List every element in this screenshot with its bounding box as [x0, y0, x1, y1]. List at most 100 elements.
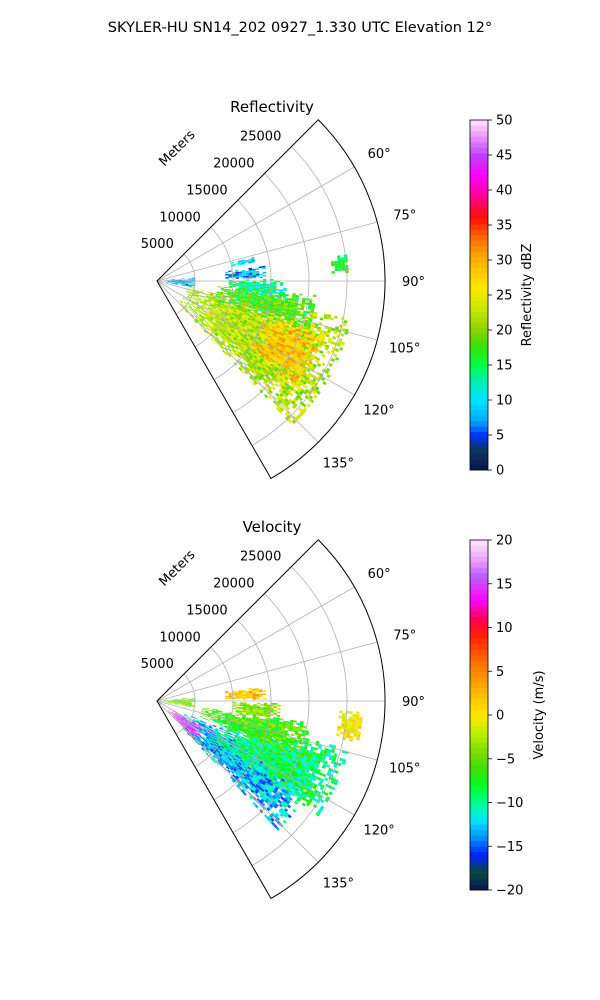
velocity-gate	[358, 725, 362, 729]
velocity-gate	[279, 767, 284, 772]
reflectivity-gate	[181, 282, 186, 283]
velocity-gate	[244, 781, 248, 785]
velocity-gate	[257, 724, 262, 727]
velocity-gate	[209, 732, 213, 735]
reflectivity-gate	[265, 352, 270, 357]
reflectivity-gate	[199, 319, 203, 323]
reflectivity-gate	[231, 345, 235, 349]
reflectivity-gate	[312, 330, 317, 334]
reflectivity-azimuth-tick-label: 135°	[323, 456, 354, 471]
reflectivity-gate	[227, 306, 231, 309]
velocity-gate	[279, 752, 284, 756]
reflectivity-gate	[303, 334, 308, 338]
velocity-gate	[242, 756, 247, 760]
reflectivity-gate	[217, 339, 221, 344]
reflectivity-gate	[251, 309, 255, 312]
reflectivity-gate	[276, 303, 281, 306]
reflectivity-radial-axis-label: Meters	[157, 127, 199, 169]
velocity-gate	[296, 771, 301, 776]
velocity-gate	[294, 768, 299, 772]
reflectivity-gate	[255, 343, 259, 348]
velocity-gate	[301, 731, 306, 735]
reflectivity-gate	[212, 325, 216, 329]
reflectivity-gate	[285, 402, 290, 407]
reflectivity-gate	[238, 286, 243, 288]
velocity-gate	[274, 746, 279, 750]
velocity-gate	[274, 776, 279, 780]
velocity-gate	[265, 770, 270, 774]
velocity-gate	[289, 789, 294, 794]
reflectivity-gate	[246, 336, 250, 340]
velocity-gate	[267, 727, 272, 731]
velocity-gate	[294, 775, 299, 780]
velocity-gate	[237, 763, 241, 767]
reflectivity-gate	[283, 289, 287, 292]
reflectivity-gate	[221, 330, 225, 334]
reflectivity-gate	[254, 327, 259, 331]
reflectivity-gate	[298, 343, 303, 347]
velocity-gate	[214, 730, 218, 733]
reflectivity-gate	[248, 270, 253, 272]
reflectivity-gate	[261, 361, 266, 366]
reflectivity-gate	[326, 316, 331, 320]
reflectivity-gate	[212, 319, 217, 322]
reflectivity-gate	[192, 317, 196, 321]
reflectivity-gate	[252, 286, 256, 288]
reflectivity-gate	[245, 285, 250, 288]
velocity-gate	[208, 725, 213, 728]
reflectivity-gate	[277, 322, 282, 325]
velocity-gate	[237, 719, 242, 722]
reflectivity-gate	[251, 378, 256, 382]
velocity-gate	[302, 725, 307, 729]
velocity-gate	[241, 736, 246, 740]
reflectivity-gate	[207, 300, 212, 303]
velocity-gate	[252, 770, 257, 775]
velocity-gate	[199, 720, 204, 723]
reflectivity-gate	[292, 338, 297, 342]
reflectivity-panel: Reflectivity 50001000015000200002500060°…	[141, 98, 535, 480]
reflectivity-gate	[256, 325, 260, 328]
velocity-gate	[276, 757, 281, 761]
velocity-gate	[249, 795, 253, 800]
velocity-gate	[192, 720, 196, 723]
velocity-gate	[219, 758, 223, 762]
reflectivity-gate	[284, 330, 289, 334]
reflectivity-gate	[277, 379, 282, 384]
velocity-gate	[179, 718, 183, 722]
reflectivity-gate	[234, 304, 238, 307]
reflectivity-gate	[260, 300, 264, 303]
reflectivity-gate	[295, 330, 300, 334]
reflectivity-gate	[220, 342, 224, 346]
reflectivity-gate	[297, 379, 302, 384]
reflectivity-colorbar-segment	[470, 284, 488, 290]
reflectivity-colorbar-segment	[470, 256, 488, 263]
velocity-gate	[237, 744, 242, 748]
reflectivity-gate	[268, 341, 273, 345]
reflectivity-gate	[287, 362, 292, 366]
velocity-gate	[224, 746, 229, 749]
velocity-gate	[187, 725, 191, 728]
reflectivity-gate	[191, 283, 196, 284]
reflectivity-gate	[304, 302, 309, 305]
reflectivity-gate	[214, 322, 219, 325]
reflectivity-gate	[192, 311, 196, 315]
velocity-gate	[266, 732, 270, 735]
reflectivity-gate	[174, 283, 179, 285]
reflectivity-colorbar-segment	[470, 289, 488, 296]
reflectivity-gate	[214, 301, 218, 304]
velocity-gate	[213, 718, 217, 720]
velocity-gate	[226, 736, 230, 740]
reflectivity-gate	[249, 330, 254, 334]
velocity-gate	[196, 719, 201, 722]
reflectivity-gate	[291, 419, 296, 424]
velocity-gate	[205, 752, 209, 756]
reflectivity-colorbar-tick-label: 50	[496, 114, 513, 129]
velocity-gate	[350, 727, 355, 731]
reflectivity-gate	[257, 361, 262, 365]
reflectivity-gate	[241, 324, 245, 328]
velocity-echo-region	[232, 702, 281, 718]
reflectivity-gate	[231, 312, 236, 316]
velocity-gate	[297, 777, 302, 782]
reflectivity-gate	[204, 299, 208, 302]
reflectivity-gate	[223, 338, 227, 342]
